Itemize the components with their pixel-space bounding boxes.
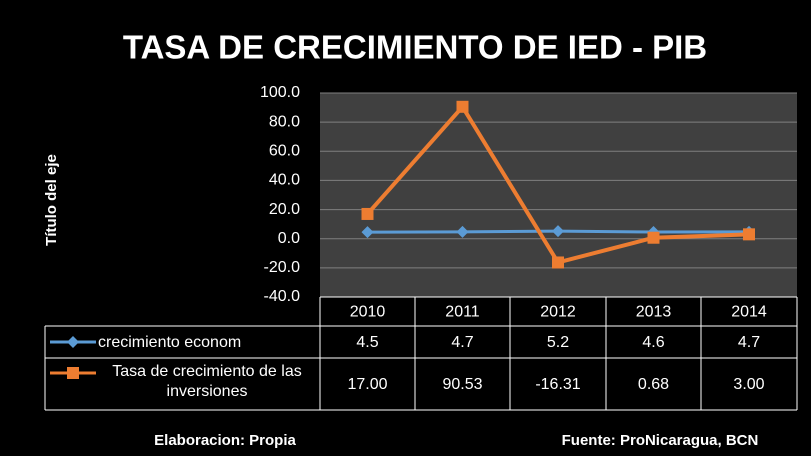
table-value: 4.6 [642, 334, 664, 351]
table-value: -16.31 [535, 376, 580, 393]
marker [743, 228, 755, 241]
marker [552, 256, 564, 269]
marker [647, 231, 660, 244]
chart-title: TASA DE CRECIMIENTO DE IED - PIB [123, 29, 707, 66]
table-value: 4.5 [356, 334, 378, 351]
y-tick-label: -20.0 [264, 259, 301, 276]
table-value: 0.68 [638, 376, 669, 393]
x-tick-label: 2011 [445, 304, 480, 321]
legend-label: Tasa de crecimiento de las inversiones [112, 363, 302, 400]
footer-right: Fuente: ProNicaragua, BCN [562, 432, 759, 449]
y-tick-label: 40.0 [269, 172, 300, 189]
y-tick-label: 20.0 [269, 201, 300, 218]
x-tick-label: 2014 [731, 304, 767, 321]
table-value: 4.7 [738, 334, 760, 351]
y-tick-label: 100.0 [260, 84, 300, 101]
marker [552, 225, 564, 238]
footer-left: Elaboracion: Propia [154, 432, 296, 449]
table-value: 4.7 [451, 334, 473, 351]
table-value: 90.53 [442, 376, 482, 393]
y-axis-label: Título del eje [43, 154, 60, 246]
table-value: 17.00 [347, 376, 387, 393]
legend-box: Tasa de crecimiento de las inversiones [112, 363, 302, 400]
table-value: 5.2 [547, 334, 569, 351]
x-tick-label: 2013 [636, 304, 672, 321]
y-tick-label: 60.0 [269, 143, 300, 160]
marker [361, 207, 374, 220]
marker [67, 367, 79, 379]
marker [456, 100, 469, 113]
marker [361, 226, 374, 239]
marker [67, 336, 79, 348]
x-tick-label: 2012 [540, 304, 576, 321]
y-tick-label: -40.0 [264, 288, 301, 305]
table-value: 3.00 [733, 376, 764, 393]
x-tick-label: 2010 [350, 304, 386, 321]
y-tick-label: 80.0 [269, 113, 300, 130]
legend-label: crecimiento econom [98, 334, 241, 351]
y-tick-label: 0.0 [278, 230, 300, 247]
marker [456, 225, 469, 238]
